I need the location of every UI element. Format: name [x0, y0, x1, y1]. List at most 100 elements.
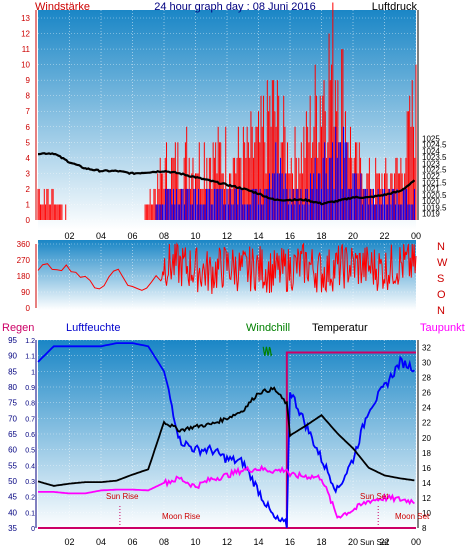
rain-y-tick-label: 0.3	[25, 479, 35, 486]
direction-y-tick-label: 0	[26, 304, 31, 313]
humidity-y-tick-label: 75	[8, 399, 17, 408]
rain-y-tick-label: 0.2	[25, 495, 35, 502]
x-tick-label-top: 20	[348, 231, 358, 241]
wind-y-tick-label: 9	[26, 76, 31, 85]
pressure-y-tick-label: 1023.5	[422, 153, 447, 162]
humidity-y-tick-label: 50	[8, 477, 17, 486]
rain-y-tick-label: 0.7	[25, 416, 35, 423]
x-tick-label-bottom: 02	[64, 537, 74, 547]
dewpoint-line	[38, 464, 415, 519]
data-layer	[37, 2, 417, 529]
temperature-y-tick-label: 14	[422, 479, 431, 488]
pressure-axis-title: Luftdruck	[372, 1, 418, 13]
x-tick-label-bottom: 16	[285, 537, 295, 547]
temperature-y-tick-label: 32	[422, 344, 431, 353]
wind-y-tick-label: 8	[26, 92, 31, 101]
pressure-y-tick-label: 1025	[422, 134, 440, 143]
pressure-y-tick-label: 1020.5	[422, 191, 447, 200]
humidity-y-tick-label: 90	[8, 352, 17, 361]
rain-y-tick-label: 0	[31, 526, 35, 533]
x-tick-label-bottom: 06	[127, 537, 137, 547]
sun-set-axis-label: Sun Set	[360, 538, 389, 547]
compass-s: S	[437, 273, 444, 285]
windchill-line	[262, 346, 273, 357]
pressure-y-tick-label: 1023	[422, 159, 440, 168]
wind-y-tick-label: 7	[26, 107, 31, 116]
axis-layer: 0202040406060808101012121414161618182020…	[8, 10, 447, 547]
wind-y-tick-label: 0	[26, 216, 31, 225]
compass-n-bottom: N	[437, 305, 445, 317]
x-tick-label-bottom: 14	[253, 537, 263, 547]
wind-axis-title: Windstärke	[35, 1, 90, 13]
x-tick-label-top: 12	[222, 231, 232, 241]
humidity-y-tick-label: 35	[8, 524, 17, 533]
wind-y-tick-label: 5	[26, 138, 31, 147]
temperature-line	[37, 386, 415, 487]
humidity-line	[37, 342, 415, 528]
temperature-y-tick-label: 28	[422, 374, 431, 383]
x-tick-label-top: 08	[159, 231, 169, 241]
rain-y-tick-label: 1	[31, 369, 35, 376]
wind-y-tick-label: 12	[21, 30, 30, 39]
x-tick-label-bottom: 10	[190, 537, 200, 547]
wind-y-tick-label: 11	[22, 45, 31, 54]
sun-set-label: Sun Set	[360, 492, 389, 501]
humidity-y-tick-label: 80	[8, 383, 17, 392]
x-tick-label-top: 04	[96, 231, 106, 241]
humidity-y-tick-label: 95	[8, 336, 17, 345]
temperature-y-tick-label: 26	[422, 389, 431, 398]
wind-y-tick-label: 1	[26, 200, 31, 209]
compass-n-top: N	[437, 241, 445, 253]
direction-y-tick-label: 270	[17, 256, 31, 265]
rain-y-tick-label: 1.2	[25, 338, 35, 345]
temperature-y-tick-label: 24	[422, 404, 431, 413]
legend-temperatur: Temperatur	[312, 322, 368, 334]
humidity-y-tick-label: 45	[8, 493, 17, 502]
wind-y-tick-label: 13	[21, 14, 30, 23]
temperature-y-tick-label: 12	[422, 494, 431, 503]
humidity-y-tick-label: 60	[8, 446, 17, 455]
climate-panel-background	[38, 340, 416, 530]
x-tick-label-top: 06	[127, 231, 137, 241]
temperature-y-tick-label: 16	[422, 464, 431, 473]
direction-y-tick-label: 180	[17, 272, 31, 281]
temperature-y-tick-label: 8	[422, 524, 427, 533]
moon-rise-label: Moon Rise	[162, 512, 201, 521]
gust-bars	[155, 126, 415, 220]
x-tick-label-top: 14	[253, 231, 263, 241]
pressure-y-tick-label: 1022.5	[422, 166, 447, 175]
rain-y-tick-label: 0.5	[25, 448, 35, 455]
rain-y-tick-label: 0.8	[25, 401, 35, 408]
x-tick-label-bottom: 12	[222, 537, 232, 547]
x-tick-label-bottom: 00	[411, 537, 421, 547]
wind-y-tick-label: 2	[26, 185, 31, 194]
wind-y-tick-label: 4	[26, 154, 31, 163]
pressure-y-tick-label: 1019.5	[422, 203, 447, 212]
wind-y-tick-label: 3	[26, 169, 31, 178]
sun-rise-label: Sun Rise	[106, 492, 139, 501]
pressure-y-tick-label: 1020	[422, 197, 440, 206]
moon-set-label: Moon Set	[395, 512, 430, 521]
temperature-y-tick-label: 10	[422, 509, 431, 518]
x-tick-label-top: 02	[64, 231, 74, 241]
rain-y-tick-label: 0.6	[25, 432, 35, 439]
temperature-y-tick-label: 22	[422, 419, 431, 428]
legend-taupunkt: Taupunkt	[420, 322, 465, 334]
chart-title: 24 hour graph day : 08 Juni 2016	[154, 1, 315, 13]
pressure-y-tick-label: 1024.5	[422, 141, 447, 150]
pressure-y-tick-label: 1021	[422, 185, 440, 194]
x-tick-label-bottom: 04	[96, 537, 106, 547]
x-tick-label-top: 22	[379, 231, 389, 241]
legend-luftfeuchte: Luftfeuchte	[66, 322, 120, 334]
temperature-y-tick-label: 20	[422, 434, 431, 443]
humidity-y-tick-label: 70	[8, 414, 17, 423]
direction-y-tick-label: 360	[17, 240, 31, 249]
humidity-y-tick-label: 40	[8, 508, 17, 517]
pressure-line	[38, 152, 416, 206]
rain-y-tick-label: 0.4	[25, 463, 35, 470]
x-tick-label-top: 10	[190, 231, 200, 241]
x-tick-label-bottom: 18	[316, 537, 326, 547]
wind-y-tick-label: 10	[21, 61, 30, 70]
